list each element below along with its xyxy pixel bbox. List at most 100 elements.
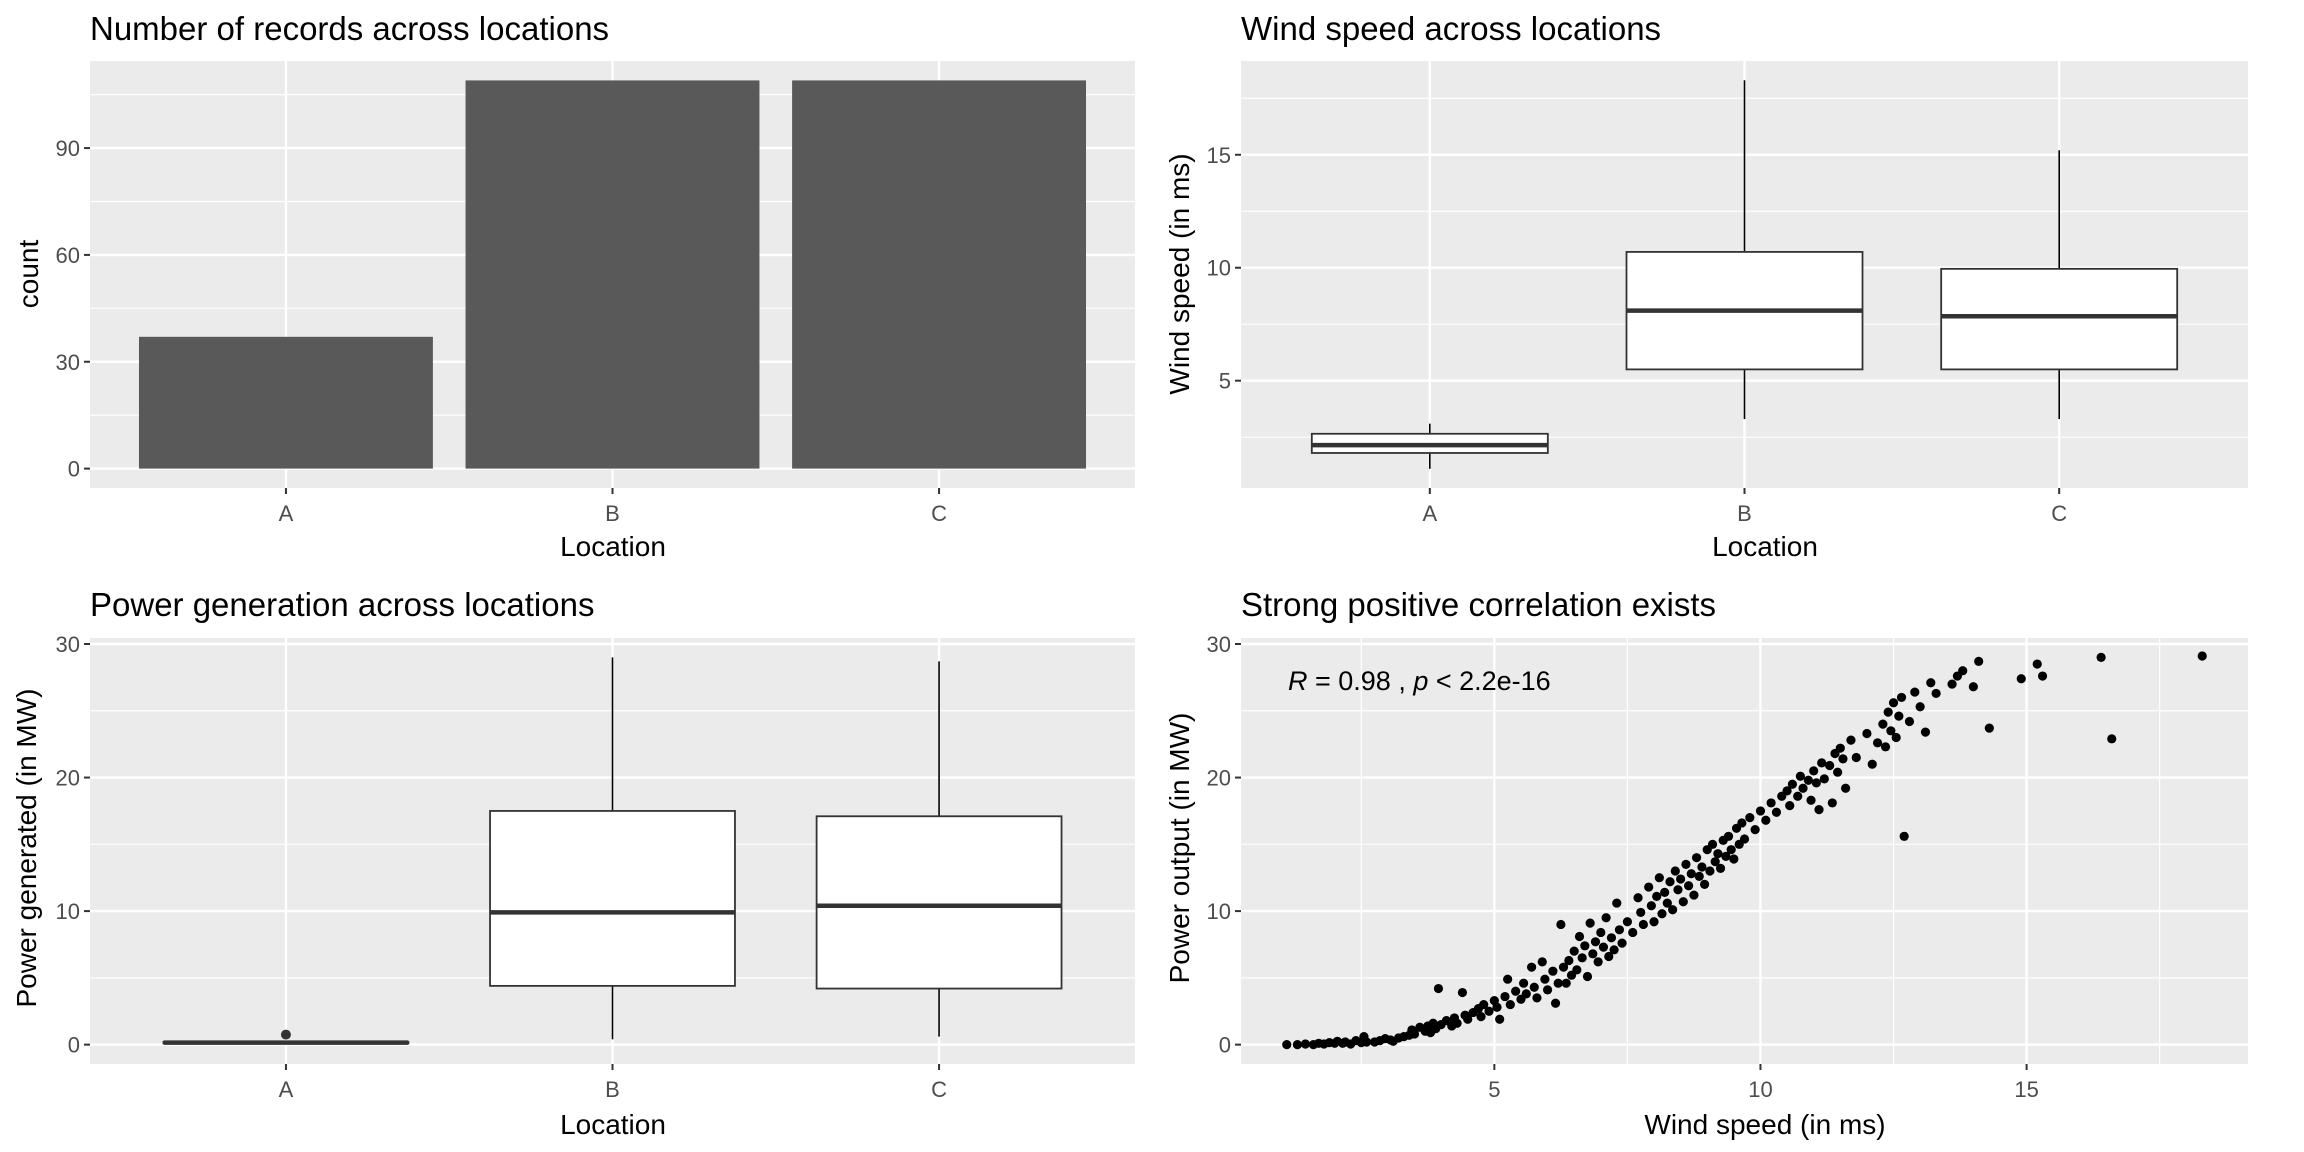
scatter-point (1755, 806, 1766, 816)
scatter-point (1729, 854, 1739, 864)
scatter-point (1699, 879, 1710, 889)
scatter-point (1519, 978, 1529, 988)
scatter-point (1282, 1040, 1292, 1050)
scatter-point (1572, 965, 1582, 975)
scatter-point (1817, 758, 1827, 768)
scatter-point (1628, 927, 1638, 938)
scatter-point (1771, 807, 1782, 817)
bar-B (465, 80, 760, 469)
scatter-point (1974, 656, 1984, 666)
scatter-point (1614, 925, 1625, 935)
scatter-point (1593, 957, 1603, 967)
scatter-point (1691, 853, 1702, 863)
scatter-point (1811, 778, 1821, 788)
p-value: < 2.2e-16 (1428, 666, 1550, 696)
scatter-point (1362, 1037, 1372, 1047)
r-symbol: R (1288, 666, 1308, 696)
x-tick-label: A (279, 501, 294, 526)
scatter-point (1479, 999, 1489, 1010)
panel-title: Number of records across locations (90, 10, 609, 47)
scatter-point (2037, 671, 2048, 681)
y-axis-title: Power generated (in MW) (11, 688, 42, 1007)
scatter-point (1548, 966, 1558, 976)
x-tick-label: B (1737, 501, 1752, 526)
scatter-point (1409, 1029, 1420, 1039)
y-tick-label: 20 (1207, 766, 1231, 791)
y-tick-label: 30 (1207, 632, 1231, 657)
scatter-point (1739, 834, 1750, 844)
scatter-point (1527, 962, 1537, 972)
y-tick-label: 10 (1207, 899, 1231, 924)
scatter-point (1710, 857, 1720, 867)
scatter-point (1827, 798, 1837, 808)
scatter-point (1617, 938, 1627, 948)
scatter-point (1846, 735, 1856, 745)
outlier-point (280, 1029, 291, 1040)
scatter-point (1803, 775, 1813, 785)
scatter-point (1654, 873, 1664, 883)
r-value: = 0.98 , (1308, 666, 1414, 696)
scatter-point (1558, 962, 1569, 972)
records-bar-panel: 0 30 60 90 A B C Number of records across locat… (13, 10, 1135, 562)
scatter-point (1452, 1018, 1462, 1028)
scatter-point (1899, 831, 1909, 841)
scatter-point (1968, 682, 1978, 692)
scatter-point (1713, 849, 1723, 859)
scatter-point (1872, 738, 1883, 748)
scatter-point (1795, 771, 1805, 781)
scatter-point (1463, 1014, 1473, 1024)
scatter-point (1652, 891, 1662, 902)
x-tick-label: A (279, 1077, 294, 1102)
x-axis-title: Location (560, 1109, 666, 1140)
scatter-point (1649, 917, 1659, 927)
box-C (1940, 267, 2179, 371)
bar-C (792, 80, 1087, 469)
scatter-point (1721, 851, 1731, 861)
scatter-point (1609, 945, 1619, 955)
x-axis-title: Location (1712, 531, 1818, 562)
scatter-point (1880, 742, 1891, 752)
y-tick-label: 10 (56, 899, 80, 924)
scatter-point (1841, 783, 1851, 793)
scatter-point (1500, 991, 1510, 1002)
x-axis-title: Location (560, 531, 666, 562)
y-tick-label: 0 (68, 1033, 80, 1058)
scatter-point (1894, 711, 1904, 721)
scatter-point (1891, 732, 1901, 743)
x-axis-title: Wind speed (in ms) (1644, 1109, 1885, 1140)
y-tick-label: 0 (1219, 1033, 1231, 1058)
y-tick-label: 10 (1207, 256, 1231, 281)
scatter-point (1670, 866, 1680, 876)
scatter-point (1553, 978, 1563, 988)
scatter-point (1686, 869, 1696, 879)
scatter-point (1484, 1006, 1494, 1016)
scatter-point (1689, 890, 1699, 900)
scatter-point (1676, 874, 1686, 884)
scatter-point (1678, 897, 1688, 907)
scatter-point (1476, 1011, 1486, 1022)
scatter-point (1292, 1040, 1303, 1050)
bar-A (138, 336, 433, 469)
wind-speed-box-panel: 5 10 15 A B C Wind speed across locations Locat… (1164, 10, 2248, 562)
scatter-point (1660, 887, 1670, 897)
scatter-point (1814, 805, 1824, 815)
scatter-point (1505, 999, 1515, 1010)
scatter-point (1495, 1014, 1505, 1024)
scatter-point (1681, 859, 1691, 869)
x-tick-label: B (605, 1077, 620, 1102)
scatter-point (1867, 759, 1877, 769)
scatter-point (1833, 767, 1843, 777)
scatter-point (1878, 719, 1888, 729)
scatter-point (1931, 688, 1941, 699)
scatter-point (1862, 728, 1872, 739)
scatter-point (1657, 909, 1667, 919)
scatter-point (1684, 881, 1694, 891)
scatter-point (1622, 917, 1633, 927)
scatter-point (1644, 882, 1654, 892)
y-tick-label: 60 (56, 243, 80, 268)
scatter-point (1835, 743, 1845, 753)
scatter-point (1529, 982, 1539, 992)
scatter-point (1633, 893, 1643, 903)
scatter-point (1457, 987, 1468, 998)
